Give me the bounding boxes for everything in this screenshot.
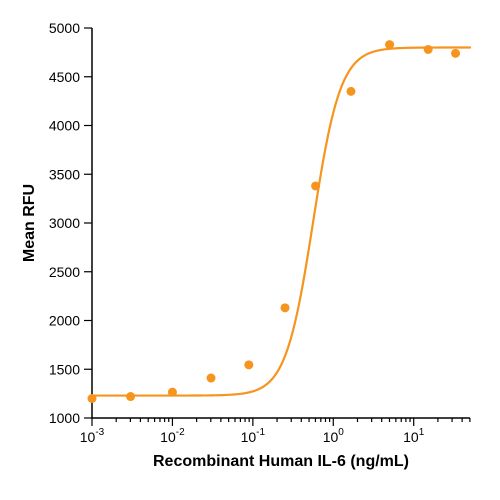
- data-point: [281, 303, 290, 312]
- data-point: [88, 394, 97, 403]
- data-point: [126, 392, 135, 401]
- y-tick-label: 3000: [49, 215, 80, 231]
- y-tick-label: 5000: [49, 20, 80, 36]
- data-point: [311, 181, 320, 190]
- chart-svg: 10001500200025003000350040004500500010-3…: [0, 0, 500, 500]
- y-tick-label: 2500: [49, 264, 80, 280]
- data-point: [244, 360, 253, 369]
- dose-response-chart: 10001500200025003000350040004500500010-3…: [0, 0, 500, 500]
- data-point: [168, 388, 177, 397]
- data-point: [451, 49, 460, 58]
- y-tick-label: 1000: [49, 410, 80, 426]
- data-point: [424, 45, 433, 54]
- y-tick-label: 2000: [49, 313, 80, 329]
- data-point: [346, 87, 355, 96]
- y-axis-title: Mean RFU: [21, 184, 38, 262]
- data-point: [207, 374, 216, 383]
- x-axis-title: Recombinant Human IL-6 (ng/mL): [153, 453, 409, 470]
- y-tick-label: 4500: [49, 69, 80, 85]
- y-tick-label: 4000: [49, 118, 80, 134]
- y-tick-label: 3500: [49, 166, 80, 182]
- y-tick-label: 1500: [49, 361, 80, 377]
- data-point: [385, 40, 394, 49]
